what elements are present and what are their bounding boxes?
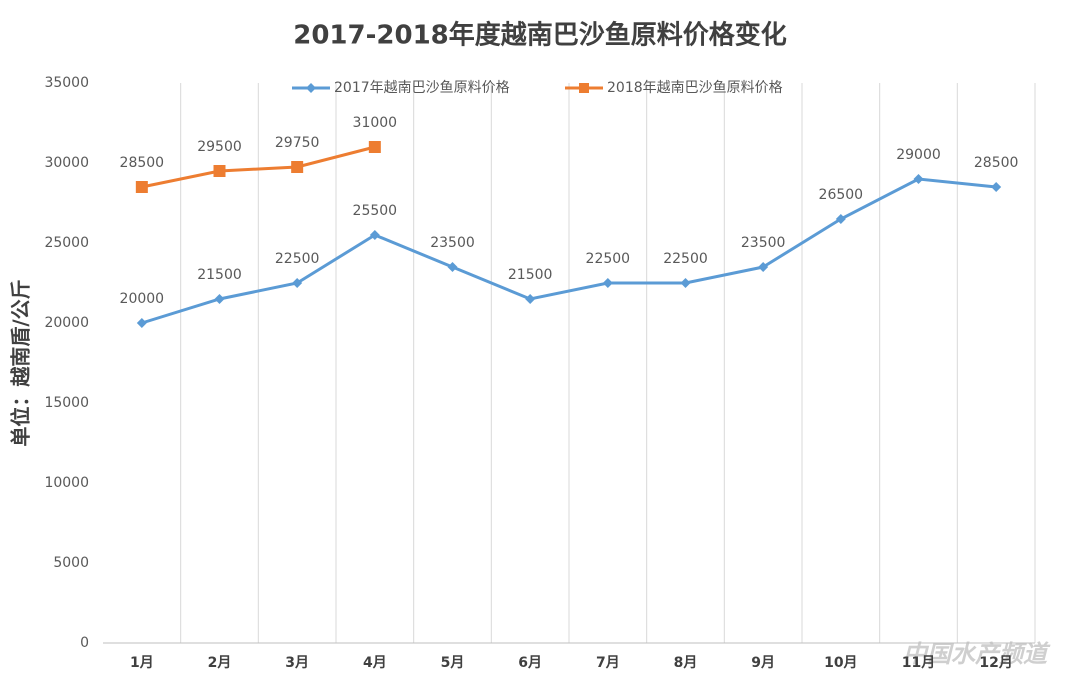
watermark: 中国水产频道: [903, 640, 1051, 668]
marker: [835, 214, 846, 224]
marker: [214, 294, 225, 304]
series-line: [141, 145, 376, 189]
legend-marker: [306, 83, 316, 93]
y-tick-label: 30000: [44, 155, 89, 171]
y-tick-label: 10000: [44, 475, 89, 491]
legend-label: 2018年越南巴沙鱼原料价格: [607, 79, 783, 96]
marker: [213, 165, 226, 177]
data-label: 29500: [197, 139, 242, 155]
series-line: [141, 177, 997, 325]
data-label: 29000: [896, 147, 941, 163]
data-label: 26500: [819, 187, 864, 203]
x-tick-label: 8月: [674, 655, 698, 671]
marker: [292, 278, 303, 288]
x-tick-label: 6月: [518, 655, 542, 671]
legend-label: 2017年越南巴沙鱼原料价格: [334, 79, 510, 96]
marker: [369, 230, 380, 240]
legend-marker: [579, 83, 589, 93]
data-label: 21500: [197, 267, 242, 283]
x-tick-label: 4月: [363, 655, 387, 671]
x-tick-label: 7月: [596, 655, 620, 671]
data-label: 23500: [430, 235, 475, 251]
data-label: 22500: [663, 251, 708, 267]
x-tick-label: 2月: [208, 655, 232, 671]
data-label: 29750: [275, 135, 320, 151]
x-tick-label: 10月: [824, 655, 857, 671]
marker: [291, 161, 304, 173]
marker: [913, 174, 924, 184]
y-tick-label: 25000: [44, 235, 89, 251]
chart-title: 2017-2018年度越南巴沙鱼原料价格变化: [293, 20, 787, 51]
marker: [368, 141, 381, 153]
marker: [135, 181, 148, 193]
marker: [136, 318, 147, 328]
x-tick-label: 12月: [979, 655, 1012, 671]
x-tick-label: 1月: [130, 655, 154, 671]
marker: [525, 294, 536, 304]
data-label: 22500: [586, 251, 631, 267]
data-label: 25500: [353, 203, 398, 219]
y-tick-label: 35000: [44, 75, 89, 91]
x-tick-label: 3月: [285, 655, 309, 671]
marker: [447, 262, 458, 272]
y-axis-label: 单位：越南盾/公斤: [9, 279, 33, 446]
x-tick-label: 5月: [441, 655, 465, 671]
data-label: 22500: [275, 251, 320, 267]
x-tick-label: 11月: [902, 655, 935, 671]
data-label: 23500: [741, 235, 786, 251]
y-tick-label: 0: [80, 635, 89, 651]
data-label: 20000: [120, 291, 165, 307]
marker: [680, 278, 691, 288]
x-tick-label: 9月: [751, 655, 775, 671]
data-label: 31000: [353, 115, 398, 131]
data-label: 28500: [120, 155, 165, 171]
y-tick-label: 15000: [44, 395, 89, 411]
marker: [758, 262, 769, 272]
y-tick-label: 5000: [53, 555, 89, 571]
y-tick-label: 20000: [44, 315, 89, 331]
data-label: 28500: [974, 155, 1019, 171]
marker: [991, 182, 1002, 192]
marker: [602, 278, 613, 288]
data-label: 21500: [508, 267, 553, 283]
